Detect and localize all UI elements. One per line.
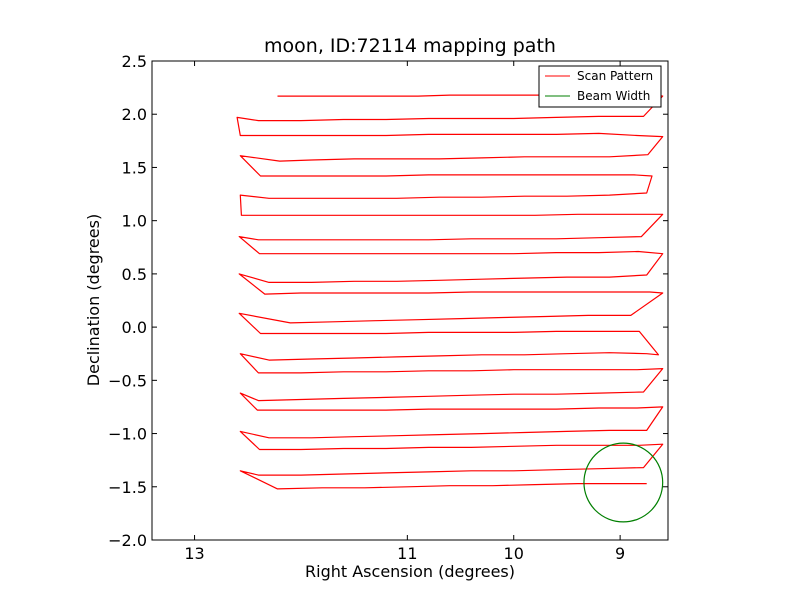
y-tick-label: −2.0 (108, 531, 147, 550)
axis-ticks: 13 11 10 9 −2.0 −1.5 −1.0 −0.5 0.0 0.5 1.0 1.5 2.0 2.… (108, 52, 668, 563)
x-tick-label: 9 (615, 544, 625, 563)
y-tick-label: 0.0 (122, 318, 147, 337)
series-scan-pattern-line (236, 93, 664, 490)
legend: Scan Pattern Beam Width (538, 65, 662, 108)
y-tick-label: −1.0 (108, 425, 147, 444)
chart-title: moon, ID:72114 mapping path (264, 35, 556, 57)
y-tick-label: 1.0 (122, 212, 147, 231)
legend-label-beam-width: Beam Width (577, 89, 650, 103)
y-axis-title: Declination (degrees) (84, 214, 103, 386)
plot-area (152, 61, 668, 540)
y-tick-label: −0.5 (108, 371, 147, 390)
series-beam-width-circle (583, 442, 664, 523)
x-tick-label: 13 (184, 544, 204, 563)
y-tick-label: 1.5 (122, 158, 147, 177)
x-tick-label: 10 (504, 544, 524, 563)
data-layer (236, 93, 664, 523)
x-axis-title: Right Ascension (degrees) (305, 562, 515, 581)
y-tick-label: 2.0 (122, 105, 147, 124)
plot-frame (151, 60, 669, 541)
legend-label-scan-pattern: Scan Pattern (577, 69, 653, 83)
y-tick-label: 2.5 (122, 52, 147, 71)
x-tick-label: 11 (397, 544, 417, 563)
y-tick-label: 0.5 (122, 265, 147, 284)
y-tick-label: −1.5 (108, 478, 147, 497)
legend-box (538, 65, 662, 108)
